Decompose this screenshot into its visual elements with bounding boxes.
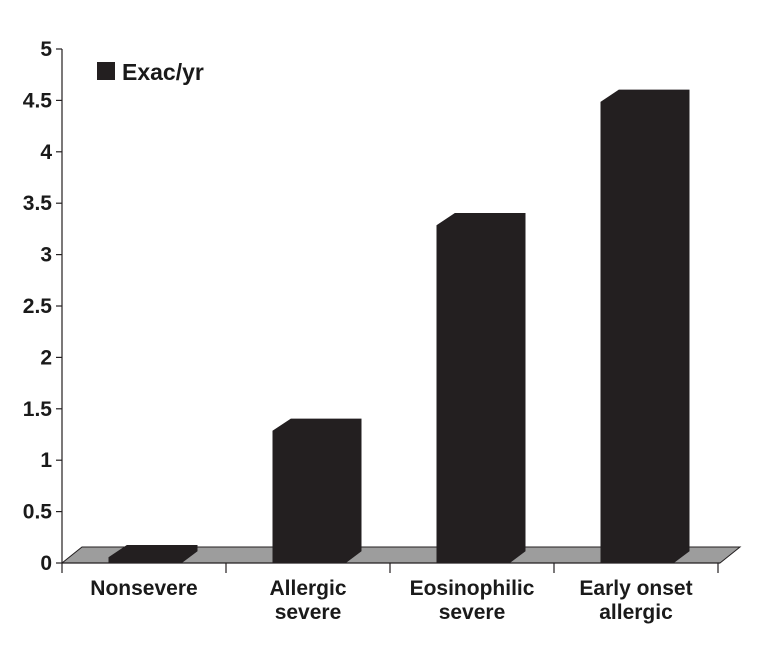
y-tick-label: 0 [40,552,52,575]
x-tick-label: Nonsevere [90,577,197,600]
y-tick-label: 0.5 [23,501,53,524]
x-tick-label: severe [439,601,506,624]
legend-label: Exac/yr [122,59,204,85]
x-tick-label: Eosinophilic [410,577,535,600]
y-tick-label: 3.5 [23,192,53,215]
y-tick-label: 1.5 [23,398,53,421]
bar [436,212,526,564]
bar [272,418,362,564]
legend-swatch [97,62,115,80]
bar [600,89,690,564]
chart-bars [108,89,690,564]
y-tick-label: 5 [40,38,52,61]
y-tick-label: 1 [40,449,52,472]
x-tick-label: allergic [599,601,673,624]
x-tick-label: severe [275,601,342,624]
x-tick-label: Early onset [579,577,692,600]
y-tick-label: 3 [40,244,52,267]
y-tick-label: 4.5 [23,89,53,112]
x-tick-label: Allergic [269,577,346,600]
legend: Exac/yr [97,59,204,85]
y-tick-label: 2 [40,346,52,369]
y-tick-label: 4 [40,141,52,164]
bar [108,545,198,564]
y-tick-label: 2.5 [23,295,53,318]
